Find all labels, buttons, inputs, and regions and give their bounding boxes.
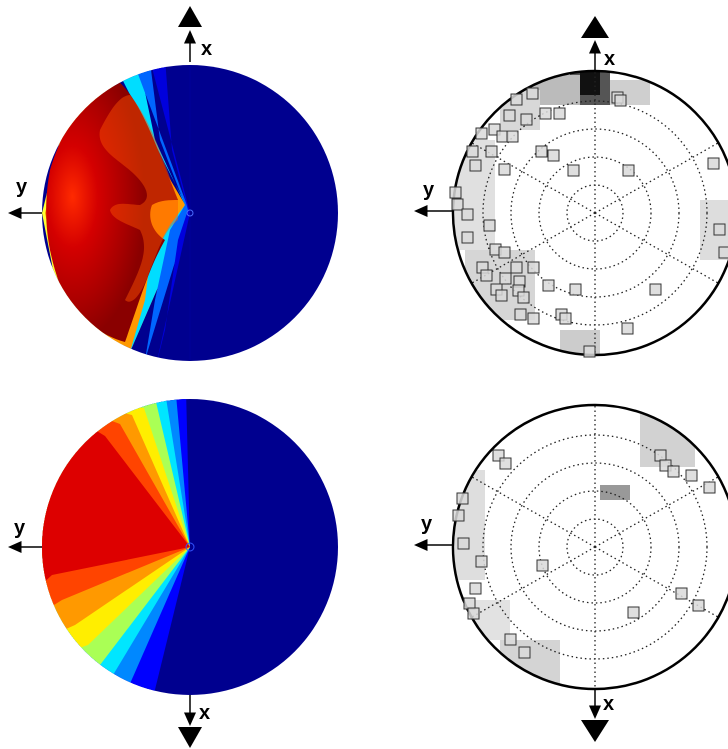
bottom-right-grid	[471, 406, 719, 689]
top-left-x-triangle	[178, 6, 202, 27]
top-right-grayscale-map: x y	[414, 16, 728, 358]
bottom-right-y-label: y	[421, 513, 433, 535]
bottom-right-x-label: x	[603, 693, 614, 715]
bottom-right-boundary	[451, 403, 728, 691]
top-right-x-label: x	[604, 48, 615, 70]
top-right-x-triangle	[581, 16, 609, 38]
top-left-heat-region	[42, 65, 191, 361]
top-left-y-label: y	[16, 176, 28, 198]
bottom-left-x-label: x	[199, 702, 210, 724]
bottom-left-y-label: y	[14, 517, 26, 539]
top-left-x-label: x	[201, 38, 212, 60]
bottom-right-x-triangle	[581, 720, 609, 742]
bottom-left-x-triangle	[178, 727, 202, 748]
bottom-left-color-map: x y	[7, 399, 338, 748]
bottom-right-markers	[452, 449, 716, 659]
top-right-markers	[449, 87, 728, 358]
top-right-y-label: y	[423, 179, 435, 201]
bottom-right-grayscale-map: x y	[414, 403, 728, 742]
top-left-color-map: x y	[7, 6, 338, 361]
